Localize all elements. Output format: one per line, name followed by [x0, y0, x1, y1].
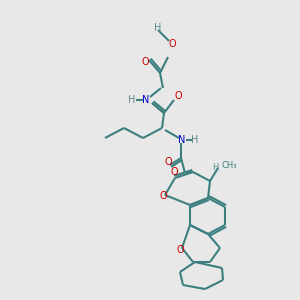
Text: O: O	[174, 91, 182, 101]
Text: O: O	[168, 39, 176, 49]
Text: CH₃: CH₃	[222, 160, 238, 169]
Text: H: H	[191, 135, 199, 145]
Text: H: H	[212, 164, 218, 172]
Text: O: O	[141, 57, 149, 67]
Text: O: O	[159, 191, 167, 201]
Text: N: N	[178, 135, 186, 145]
Text: N: N	[142, 95, 150, 105]
Text: O: O	[170, 167, 178, 177]
Text: O: O	[176, 245, 184, 255]
Text: H: H	[128, 95, 136, 105]
Text: O: O	[164, 157, 172, 167]
Text: H: H	[154, 23, 162, 33]
